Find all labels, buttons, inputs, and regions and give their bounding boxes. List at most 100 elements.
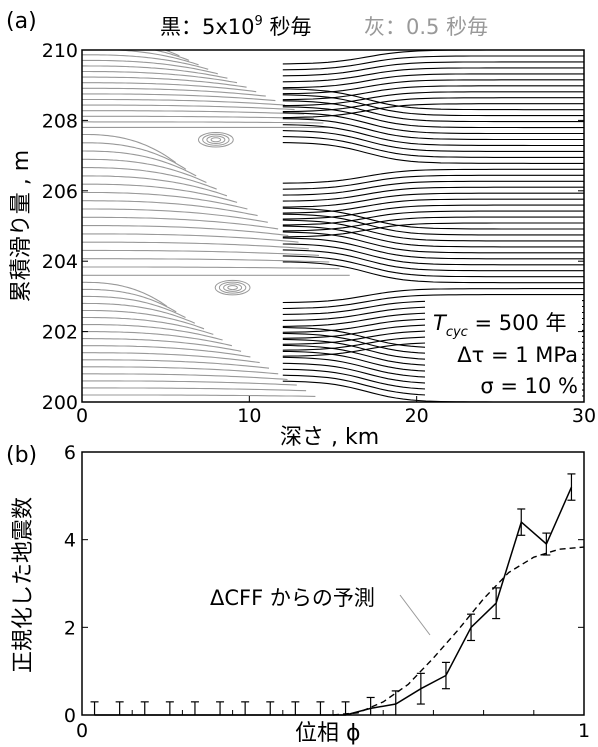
gray-contour xyxy=(82,258,330,263)
gray-contour xyxy=(82,295,186,318)
black-contour xyxy=(282,79,584,95)
series-dashed-prediction xyxy=(332,546,585,716)
black-contour xyxy=(282,216,584,232)
black-contour xyxy=(282,255,584,278)
y-tick-label-a: 210 xyxy=(42,40,78,62)
plot-area-a: Tcyc = 500 年 Δτ = 1 MPa σ = 10 % 0 10 20 30… xyxy=(42,40,596,427)
gray-contour xyxy=(82,104,295,111)
y-tick-label-b: 2 xyxy=(64,617,76,639)
black-contour xyxy=(282,61,584,77)
gray-contour xyxy=(82,266,340,270)
gray-contour xyxy=(82,121,324,124)
gray-contour xyxy=(82,324,223,341)
gray-contour xyxy=(82,366,279,375)
gray-contour xyxy=(82,394,316,397)
gray-contour xyxy=(82,158,207,184)
panel-b-label: (b) xyxy=(6,443,37,468)
frame-a xyxy=(81,49,585,403)
gray-contour xyxy=(82,302,196,324)
black-contour xyxy=(282,91,584,107)
x-tick-label-a: 0 xyxy=(76,405,88,427)
tcyc-label: Tcyc = 500 年 xyxy=(433,311,567,340)
black-contour xyxy=(282,249,584,272)
gray-contour xyxy=(82,59,218,75)
black-contour xyxy=(282,103,584,119)
gray-contour xyxy=(82,76,247,88)
gray-contour xyxy=(82,387,307,392)
gray-contour xyxy=(82,338,242,352)
black-contour xyxy=(282,136,584,158)
gray-contour xyxy=(163,50,180,57)
black-contour xyxy=(282,55,584,71)
dcff-annotation: ΔCFF からの予測 xyxy=(210,586,375,610)
black-contour xyxy=(282,243,584,266)
gray-loop xyxy=(218,281,247,294)
black-contour xyxy=(282,186,584,202)
black-contour xyxy=(282,192,584,208)
gray-contour xyxy=(82,309,205,330)
gray-contour xyxy=(82,150,197,177)
black-contour xyxy=(282,294,584,310)
gray-contour xyxy=(82,133,177,164)
black-contour xyxy=(282,124,584,147)
black-contour xyxy=(282,198,584,214)
gray-contour xyxy=(82,167,217,190)
gray-contour xyxy=(82,233,299,243)
gray-contour xyxy=(82,281,168,307)
gray-loop xyxy=(210,137,222,143)
gray-contour xyxy=(82,115,314,120)
x-tick-label-a: 10 xyxy=(237,405,261,427)
gray-contour xyxy=(82,331,233,347)
gray-contour xyxy=(82,87,266,97)
y-tick-label-a: 204 xyxy=(42,251,78,273)
plot-area-b: 0 1 0 2 4 6 ΔCFF からの予測 xyxy=(64,442,590,742)
gray-contour xyxy=(82,54,209,70)
annotation-box xyxy=(425,300,582,400)
gray-slip-contours xyxy=(82,50,350,402)
dtau-label: Δτ = 1 MPa xyxy=(457,343,578,367)
gray-loop xyxy=(197,132,234,148)
gray-contour xyxy=(82,82,257,93)
y-tick-label-a: 200 xyxy=(42,392,78,414)
ticks-a: 0 10 20 30 200 202 204 206 208 210 xyxy=(42,40,596,427)
gray-loop xyxy=(206,135,226,145)
gray-contour xyxy=(82,373,288,381)
gray-contour xyxy=(152,50,190,61)
black-contour xyxy=(282,168,584,184)
gray-contour xyxy=(82,249,320,256)
gray-loop xyxy=(227,285,238,291)
annotation-leader xyxy=(399,594,431,636)
x-tick-label-a: 30 xyxy=(572,405,596,427)
gray-contour xyxy=(82,175,228,197)
gray-contour xyxy=(82,208,268,223)
black-contour xyxy=(282,73,584,89)
black-contour xyxy=(282,180,584,196)
legend-black: 黒：5x109 秒毎 xyxy=(160,14,311,39)
black-contour xyxy=(282,118,584,141)
black-contour xyxy=(282,222,584,238)
black-contour xyxy=(282,204,584,220)
black-contour xyxy=(282,261,584,284)
gray-contour xyxy=(82,380,297,386)
panel-a-label: (a) xyxy=(6,9,37,34)
gray-contour xyxy=(82,316,214,335)
gray-contour xyxy=(82,241,309,250)
gray-contour xyxy=(82,200,258,217)
legend-gray: 灰：0.5 秒毎 xyxy=(364,15,488,39)
gray-contour xyxy=(82,65,228,79)
x-tick-label-a: 20 xyxy=(405,405,429,427)
frame-b xyxy=(81,451,585,716)
gray-contour xyxy=(82,93,276,102)
gray-loop xyxy=(202,133,230,146)
black-contour xyxy=(282,288,584,304)
y-tick-label-a: 208 xyxy=(42,110,78,132)
gray-contour xyxy=(82,183,238,203)
y-tick-label-b: 4 xyxy=(64,530,76,552)
gray-contour xyxy=(82,110,305,115)
black-contour xyxy=(282,85,584,101)
black-contour xyxy=(282,97,584,113)
y-tick-label-b: 0 xyxy=(64,705,76,727)
gray-contour xyxy=(166,50,171,52)
x-tick-label-b: 1 xyxy=(578,720,590,742)
